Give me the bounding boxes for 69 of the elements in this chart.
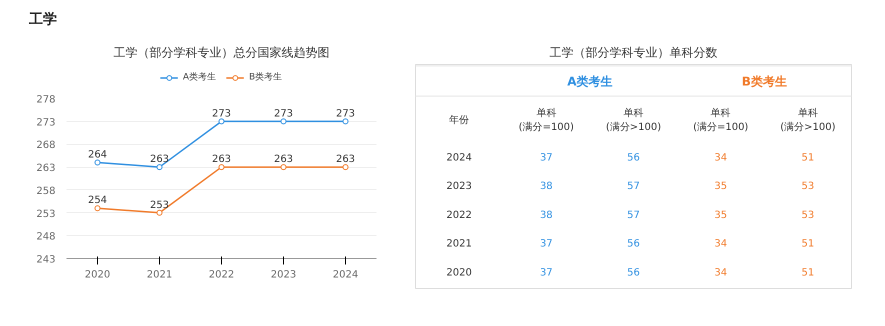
data-label: 51 <box>802 152 814 164</box>
point <box>94 160 100 166</box>
data-label: 56 <box>627 267 640 278</box>
y-tick-label: 278 <box>36 94 56 106</box>
data-label: 263 <box>212 154 232 166</box>
point <box>218 164 224 170</box>
y-tick-label: 253 <box>36 208 56 220</box>
data-label: 56 <box>627 152 640 164</box>
data-label: 34 <box>714 152 728 164</box>
y-tick-label: 2022 <box>446 210 472 221</box>
x-tick-label: 2021 <box>146 270 172 280</box>
data-label: 254 <box>88 195 108 206</box>
data-label: 51 <box>802 238 814 250</box>
data-label: 51 <box>802 267 814 278</box>
point <box>218 118 224 124</box>
legend-label: B类考生 <box>248 71 282 84</box>
data-label: 53 <box>802 210 814 221</box>
y-tick-label: 243 <box>36 254 56 266</box>
y-tick-label: 268 <box>36 140 56 152</box>
point <box>94 205 100 212</box>
x-tick-label: 单科 (满分=100) <box>518 106 574 134</box>
y-tick-label: 2024 <box>446 152 472 164</box>
data-label: 34 <box>714 238 728 250</box>
data-label: 56 <box>627 238 640 250</box>
point <box>280 164 286 170</box>
data-label: 273 <box>212 108 232 120</box>
data-label: 38 <box>540 210 553 221</box>
data-label: 57 <box>627 181 640 192</box>
point <box>342 164 348 170</box>
data-label: 35 <box>714 181 728 192</box>
y-axis-title: 年份 <box>449 114 470 126</box>
legend-label: A类考生 <box>182 71 216 84</box>
data-label: 273 <box>274 108 294 120</box>
data-label: 263 <box>150 154 170 166</box>
text: 工学 <box>28 12 58 28</box>
data-label: 263 <box>336 154 356 166</box>
chart-title: 工学（部分学科专业）单科分数 <box>550 46 718 60</box>
text: B类考生 <box>742 74 787 89</box>
y-tick-label: 273 <box>36 117 56 128</box>
data-label: 35 <box>714 210 728 221</box>
data-label: 37 <box>540 152 553 164</box>
y-tick-label: 263 <box>36 163 56 174</box>
data-label: 38 <box>540 181 553 192</box>
data-label: 263 <box>274 154 294 166</box>
y-tick-label: 258 <box>36 186 56 197</box>
x-tick-label: 2023 <box>270 270 296 280</box>
x-tick-label: 单科 (满分>100) <box>780 106 836 134</box>
x-tick-label: 单科 (满分>100) <box>606 106 662 134</box>
y-tick-label: 248 <box>36 232 56 243</box>
point <box>342 118 348 124</box>
y-tick-label: 2021 <box>446 238 472 250</box>
x-tick-label: 2022 <box>208 270 234 280</box>
x-tick-label: 单科 (满分=100) <box>693 106 748 134</box>
chart-title: 工学（部分学科专业）总分国家线趋势图 <box>114 46 330 60</box>
x-tick-label: 2024 <box>332 270 358 280</box>
data-label: 34 <box>714 267 728 278</box>
data-label: 37 <box>540 238 553 250</box>
data-label: 273 <box>336 108 356 120</box>
point <box>156 210 162 216</box>
data-label: 253 <box>150 200 170 211</box>
data-label: 57 <box>627 210 640 221</box>
data-label: 264 <box>88 150 108 160</box>
point <box>280 118 286 124</box>
text: A类考生 <box>567 74 613 89</box>
point <box>156 164 162 170</box>
data-label: 37 <box>540 267 553 278</box>
data-label: 53 <box>802 181 814 192</box>
x-tick-label: 2020 <box>84 270 110 280</box>
y-tick-label: 2023 <box>446 181 472 192</box>
